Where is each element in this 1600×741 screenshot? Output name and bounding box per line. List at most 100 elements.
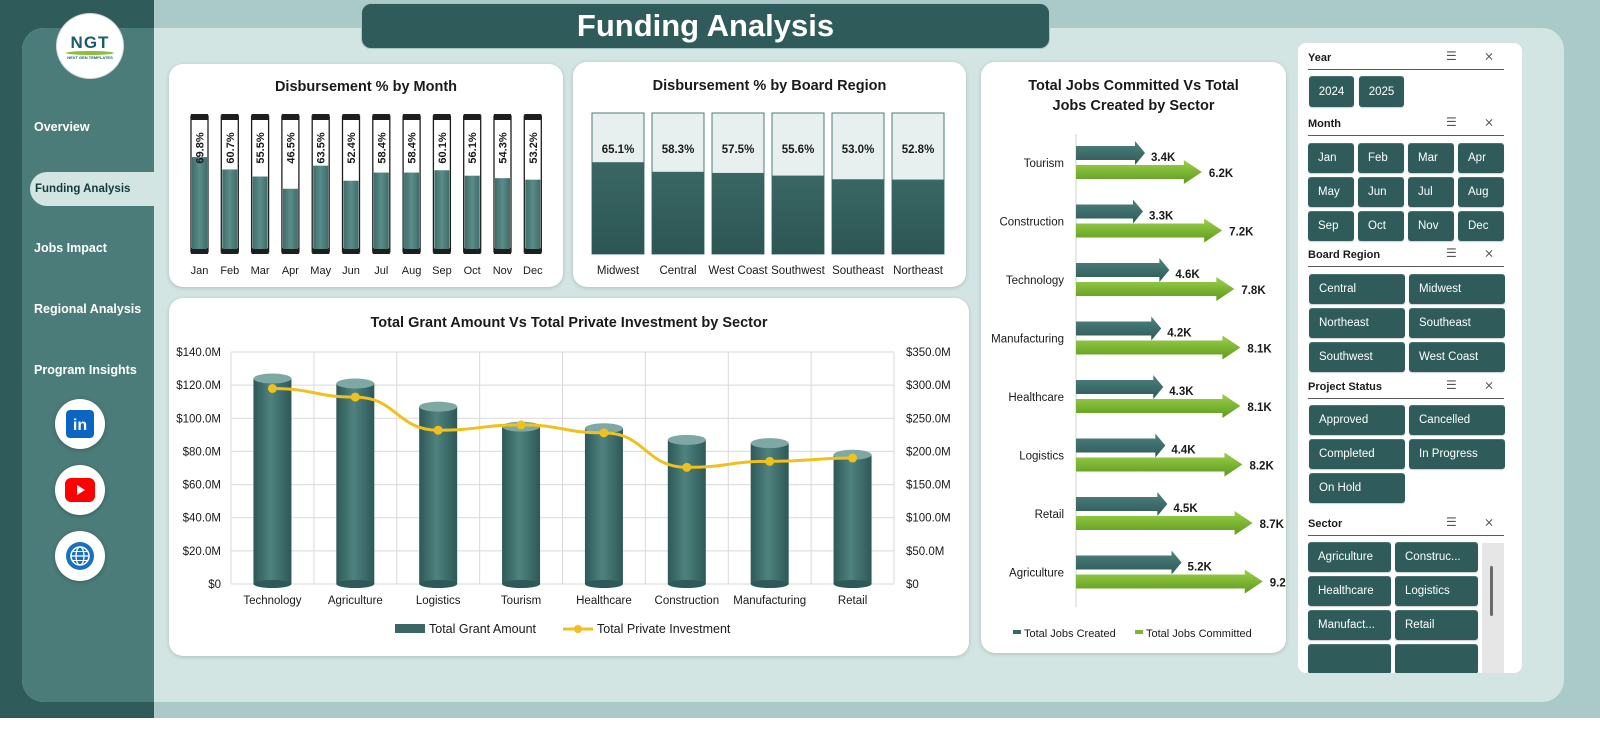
status-slicer-button[interactable]: In Progress [1409, 439, 1505, 469]
month-bar-cap-bottom [342, 248, 360, 254]
clear-filter-icon[interactable]: ⨯ [1484, 49, 1495, 63]
month-bar-cap-top [251, 114, 269, 120]
multi-select-icon[interactable]: ☰ [1446, 115, 1457, 129]
month-slicer-button[interactable]: Feb [1358, 143, 1404, 173]
sector-scrollbar-track[interactable] [1482, 543, 1504, 673]
right-axis-tick: $150.0M [906, 480, 951, 492]
grant-axis-label: Manufacturing [733, 595, 806, 607]
region-bar [892, 179, 944, 254]
sector-scrollbar-thumb[interactable] [1490, 566, 1493, 616]
sector-slicer-button[interactable]: Logistics [1395, 576, 1478, 606]
year-slicer-title: Year [1308, 52, 1332, 64]
multi-select-icon[interactable]: ☰ [1446, 49, 1457, 63]
linkedin-button[interactable]: in [55, 399, 105, 449]
month-bar-cap-top [191, 114, 208, 120]
month-bar [373, 172, 389, 249]
sector-slicer-button[interactable] [1308, 644, 1391, 673]
month-slicer-button[interactable]: Oct [1358, 211, 1404, 241]
region-slicer-button[interactable]: Southwest [1309, 342, 1405, 372]
status-slicer-button[interactable]: Approved [1309, 405, 1405, 435]
jobs-committed-label: 6.2K [1209, 168, 1234, 180]
sector-slicer-divider [1308, 535, 1504, 536]
ngt-logo[interactable]: NGT NEXT GEN TEMPLATES [56, 13, 124, 79]
month-slicer-button[interactable]: Jul [1408, 177, 1454, 207]
legend-committed-label: Total Jobs Committed [1146, 628, 1252, 640]
private-investment-point [267, 383, 277, 393]
month-slicer-divider [1308, 135, 1504, 136]
clear-filter-icon[interactable]: ⨯ [1484, 246, 1495, 260]
month-bar [313, 165, 329, 249]
youtube-button[interactable] [55, 465, 105, 515]
region-slicer-button[interactable]: West Coast [1409, 342, 1505, 372]
left-axis-tick: $120.0M [176, 380, 221, 392]
grant-axis-label: Agriculture [328, 595, 383, 607]
jobs-committed-label: 7.8K [1241, 285, 1266, 297]
legend-private-marker [574, 625, 582, 633]
grant-axis-label: Healthcare [576, 595, 632, 607]
status-slicer-button[interactable]: Cancelled [1409, 405, 1505, 435]
nav-item-funding-analysis[interactable]: Funding Analysis [35, 183, 131, 195]
grant-axis-label: Logistics [416, 595, 461, 607]
region-bar [652, 171, 704, 254]
month-bar-cap-top [281, 114, 299, 120]
month-bar-cap-top [312, 114, 330, 120]
clear-filter-icon[interactable]: ⨯ [1484, 515, 1495, 529]
jobs-created-label: 3.4K [1151, 152, 1176, 164]
nav-item-jobs-impact[interactable]: Jobs Impact [34, 241, 107, 255]
jobs-created-label: 4.4K [1171, 445, 1196, 457]
sector-slicer-button[interactable]: Construc... [1395, 542, 1478, 572]
month-slicer-button[interactable]: Apr [1458, 143, 1504, 173]
sector-slicer-button[interactable] [1395, 644, 1478, 673]
jobs-created-label: 4.2K [1167, 328, 1192, 340]
month-slicer-button[interactable]: Nov [1408, 211, 1454, 241]
grant-cylinder [750, 443, 789, 584]
year-button-2025[interactable]: 2025 [1359, 76, 1404, 107]
region-slicer-button[interactable]: Central [1309, 274, 1405, 304]
grant-cylinder-base [584, 580, 623, 588]
website-button[interactable] [55, 531, 105, 581]
region-slicer-button[interactable]: Northeast [1309, 308, 1405, 338]
jobs-chart-title: Total Jobs Committed Vs Total Jobs Creat… [981, 76, 1286, 116]
month-slicer-button[interactable]: May [1308, 177, 1354, 207]
sector-slicer-button[interactable]: Manufact... [1308, 610, 1391, 640]
month-bar [525, 179, 541, 249]
month-bar-cap-bottom [372, 248, 390, 254]
multi-select-icon[interactable]: ☰ [1446, 246, 1457, 260]
month-slicer-button[interactable]: Dec [1458, 211, 1504, 241]
month-bar [434, 170, 450, 249]
nav-item-regional-analysis[interactable]: Regional Analysis [34, 302, 142, 316]
region-slicer-button[interactable]: Southeast [1409, 308, 1505, 338]
year-button-2024[interactable]: 2024 [1309, 76, 1354, 107]
month-bar-cap-top [524, 114, 542, 120]
jobs-chart-title-line2: Jobs Created by Sector [1052, 98, 1215, 114]
month-slicer-button[interactable]: Sep [1308, 211, 1354, 241]
nav-item-overview[interactable]: Overview [34, 120, 90, 134]
status-slicer-button[interactable]: Completed [1309, 439, 1405, 469]
clear-filter-icon[interactable]: ⨯ [1484, 115, 1495, 129]
month-slicer-button[interactable]: Jun [1358, 177, 1404, 207]
sector-slicer-button[interactable]: Healthcare [1308, 576, 1391, 606]
status-slicer-button[interactable]: On Hold [1309, 473, 1405, 503]
month-slicer-button[interactable]: Jan [1308, 143, 1354, 173]
multi-select-icon[interactable]: ☰ [1446, 378, 1457, 392]
month-bar-cap-top [221, 114, 239, 120]
grant-cylinder [502, 426, 541, 584]
logo-subtext: NEXT GEN TEMPLATES [67, 54, 113, 60]
grant-cylinder-top [253, 373, 292, 384]
region-axis-label: Northeast [893, 265, 944, 277]
clear-filter-icon[interactable]: ⨯ [1484, 378, 1495, 392]
jobs-chart: Tourism 3.4K 6.2K Construction 3.3K 7.2K Techn… [991, 134, 1286, 640]
month-axis-label: Jan [191, 265, 209, 277]
grant-cylinder [336, 383, 375, 584]
private-investment-point [433, 425, 443, 435]
month-slicer-button[interactable]: Mar [1408, 143, 1454, 173]
region-slicer-button[interactable]: Midwest [1409, 274, 1505, 304]
nav-item-program-insights[interactable]: Program Insights [34, 363, 137, 377]
month-axis-label: Nov [493, 265, 513, 277]
sector-slicer-button[interactable]: Agriculture [1308, 542, 1391, 572]
multi-select-icon[interactable]: ☰ [1446, 515, 1457, 529]
month-bar-cap-top [494, 114, 511, 120]
sector-slicer-button[interactable]: Retail [1395, 610, 1478, 640]
month-slicer-button[interactable]: Aug [1458, 177, 1504, 207]
